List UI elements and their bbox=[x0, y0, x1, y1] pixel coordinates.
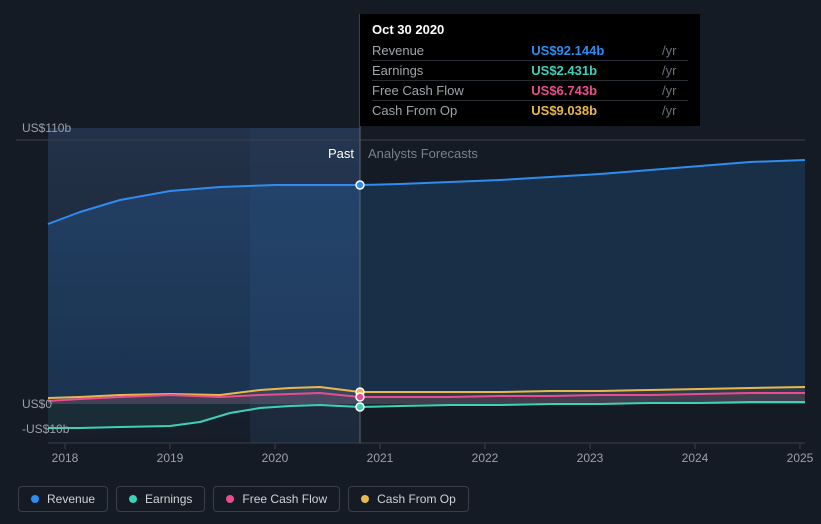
legend-dot-icon bbox=[226, 495, 234, 503]
tooltip-table: Revenue US$92.144b /yr Earnings US$2.431… bbox=[372, 41, 688, 120]
legend-item-earnings[interactable]: Earnings bbox=[116, 486, 205, 512]
legend-label: Free Cash Flow bbox=[242, 492, 327, 506]
tooltip-row: Revenue US$92.144b /yr bbox=[372, 41, 688, 61]
legend: Revenue Earnings Free Cash Flow Cash Fro… bbox=[18, 486, 469, 512]
tooltip-row-label: Revenue bbox=[372, 41, 531, 61]
y-axis-label: US$0 bbox=[22, 397, 52, 411]
section-label-past: Past bbox=[328, 146, 354, 161]
tooltip-row-value: US$9.038b bbox=[531, 101, 658, 121]
tooltip-date: Oct 30 2020 bbox=[372, 22, 688, 37]
svg-text:2020: 2020 bbox=[262, 451, 289, 465]
financials-chart: 2018 2019 2020 2021 2022 2023 2024 2025 US$110b… bbox=[0, 0, 821, 524]
tooltip-row: Earnings US$2.431b /yr bbox=[372, 61, 688, 81]
tooltip-row-unit: /yr bbox=[658, 61, 688, 81]
tooltip-row-label: Earnings bbox=[372, 61, 531, 81]
legend-item-free-cash-flow[interactable]: Free Cash Flow bbox=[213, 486, 340, 512]
tooltip-row-value: US$6.743b bbox=[531, 81, 658, 101]
legend-label: Cash From Op bbox=[377, 492, 456, 506]
svg-text:2022: 2022 bbox=[472, 451, 499, 465]
section-label-forecast: Analysts Forecasts bbox=[368, 146, 478, 161]
legend-dot-icon bbox=[361, 495, 369, 503]
legend-item-cash-from-op[interactable]: Cash From Op bbox=[348, 486, 469, 512]
legend-dot-icon bbox=[129, 495, 137, 503]
svg-text:2019: 2019 bbox=[157, 451, 184, 465]
legend-item-revenue[interactable]: Revenue bbox=[18, 486, 108, 512]
svg-text:2023: 2023 bbox=[577, 451, 604, 465]
tooltip-row-label: Free Cash Flow bbox=[372, 81, 531, 101]
tooltip-row-value: US$92.144b bbox=[531, 41, 658, 61]
svg-text:2024: 2024 bbox=[682, 451, 709, 465]
y-axis-label: US$110b bbox=[22, 121, 71, 135]
svg-text:2018: 2018 bbox=[52, 451, 79, 465]
tooltip-row: Free Cash Flow US$6.743b /yr bbox=[372, 81, 688, 101]
svg-text:2025: 2025 bbox=[787, 451, 814, 465]
legend-label: Revenue bbox=[47, 492, 95, 506]
tooltip-row-value: US$2.431b bbox=[531, 61, 658, 81]
tooltip-row-label: Cash From Op bbox=[372, 101, 531, 121]
tooltip-row: Cash From Op US$9.038b /yr bbox=[372, 101, 688, 121]
tooltip-row-unit: /yr bbox=[658, 101, 688, 121]
svg-text:2021: 2021 bbox=[367, 451, 394, 465]
legend-dot-icon bbox=[31, 495, 39, 503]
legend-label: Earnings bbox=[145, 492, 192, 506]
y-axis-label: -US$10b bbox=[22, 422, 69, 436]
tooltip-row-unit: /yr bbox=[658, 81, 688, 101]
chart-tooltip: Oct 30 2020 Revenue US$92.144b /yr Earni… bbox=[360, 14, 700, 126]
tooltip-row-unit: /yr bbox=[658, 41, 688, 61]
